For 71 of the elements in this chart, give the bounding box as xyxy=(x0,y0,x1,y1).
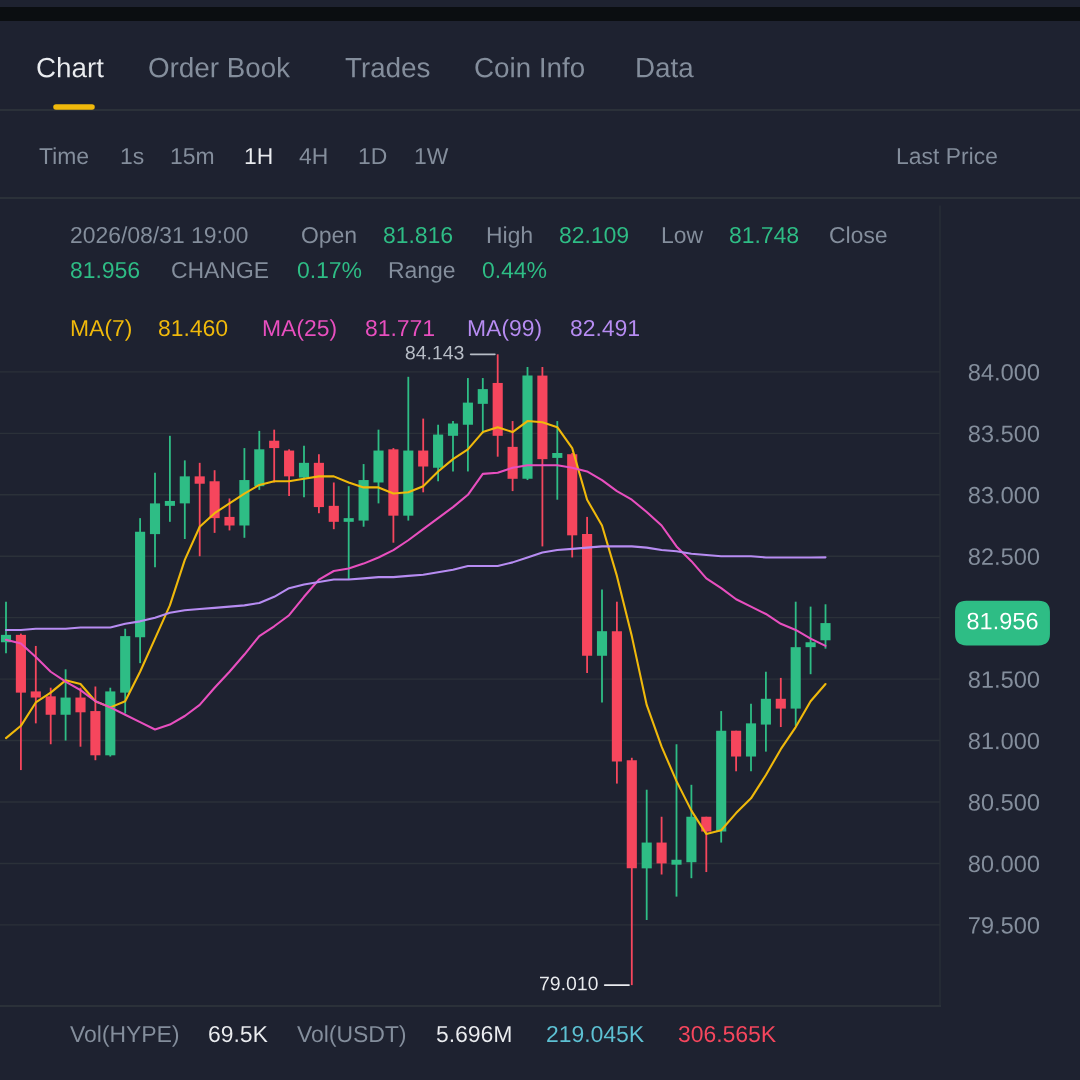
y-tick-label: 80.500 xyxy=(968,794,1040,811)
text: 1H xyxy=(245,148,272,164)
y-tick-label: 81.000 xyxy=(968,732,1040,750)
text: 1D xyxy=(359,148,387,164)
annotation: 81.771 xyxy=(366,319,434,337)
text: Time xyxy=(39,147,89,165)
candlestick xyxy=(328,481,339,531)
text: 81.956 xyxy=(967,612,1038,630)
annotation: Low xyxy=(662,227,704,244)
y-tick-label: 79.500 xyxy=(968,916,1040,934)
text: MA(25) xyxy=(263,319,336,341)
candlestick xyxy=(671,743,682,898)
text: 306.565K xyxy=(678,1025,776,1043)
candlestick xyxy=(447,420,459,473)
annotation: Range xyxy=(389,262,455,283)
text: Last Price xyxy=(897,147,997,165)
candlestick xyxy=(194,461,205,558)
annotation: 79.010 xyxy=(540,976,598,991)
candlestick xyxy=(30,645,41,725)
candlestick xyxy=(75,686,86,748)
candlestick xyxy=(45,686,56,746)
candlestick xyxy=(462,377,473,473)
candlestick xyxy=(298,444,310,499)
candlestick xyxy=(60,668,71,742)
text: MA(7) xyxy=(71,319,131,341)
text: 4H xyxy=(299,148,327,164)
annotation: 81.460 xyxy=(159,319,228,337)
annotation: 0.44% xyxy=(482,261,547,279)
candlestick xyxy=(820,603,831,650)
annotation: 0.17% xyxy=(297,261,362,279)
candlestick xyxy=(164,434,175,523)
annotation: Open xyxy=(302,226,356,248)
text: Data xyxy=(637,58,694,78)
text: 15m xyxy=(171,148,214,165)
candlestick xyxy=(775,676,786,728)
candlestick xyxy=(552,420,563,501)
y-tick-label: 80.000 xyxy=(968,855,1040,873)
y-tick-label: 83.000 xyxy=(968,486,1040,504)
candlestick xyxy=(343,485,354,581)
annotation: 82.109 xyxy=(560,226,629,244)
text: MA(99) xyxy=(468,319,541,341)
text: 69.5K xyxy=(209,1025,268,1043)
candlestick xyxy=(224,497,235,532)
annotation: 81.816 xyxy=(384,226,453,244)
line-series xyxy=(4,420,827,835)
text: Coin Info xyxy=(475,57,585,78)
annotation: 2026/08/31 19:00 xyxy=(71,226,248,244)
y-tick-label: 82.500 xyxy=(968,548,1040,566)
annotation: Close xyxy=(830,226,887,244)
text: 1W xyxy=(415,148,449,164)
y-tick-label: 83.500 xyxy=(968,425,1040,443)
y-tick-label: 84.000 xyxy=(968,363,1040,381)
annotation: 81.748 xyxy=(730,226,799,244)
text: 5.696M xyxy=(436,1025,511,1043)
candlestick xyxy=(418,417,429,494)
annotation: 82.491 xyxy=(571,319,639,337)
annotation: CHANGE xyxy=(172,261,269,279)
text: Vol(USDT) xyxy=(297,1025,406,1047)
y-tick-label: 81.500 xyxy=(968,671,1040,688)
line-series xyxy=(4,545,827,631)
candlestick xyxy=(656,815,667,876)
text: Order Book xyxy=(149,57,291,78)
text: Vol(HYPE) xyxy=(70,1025,179,1047)
annotation: High xyxy=(487,226,532,248)
candlestick xyxy=(805,605,816,676)
text: 1s xyxy=(121,148,144,165)
annotation: 84.143 xyxy=(405,345,464,360)
text: Chart xyxy=(37,57,104,78)
text: Trades xyxy=(345,57,430,78)
text: 219.045K xyxy=(547,1025,644,1043)
annotation: 81.956 xyxy=(71,261,140,279)
